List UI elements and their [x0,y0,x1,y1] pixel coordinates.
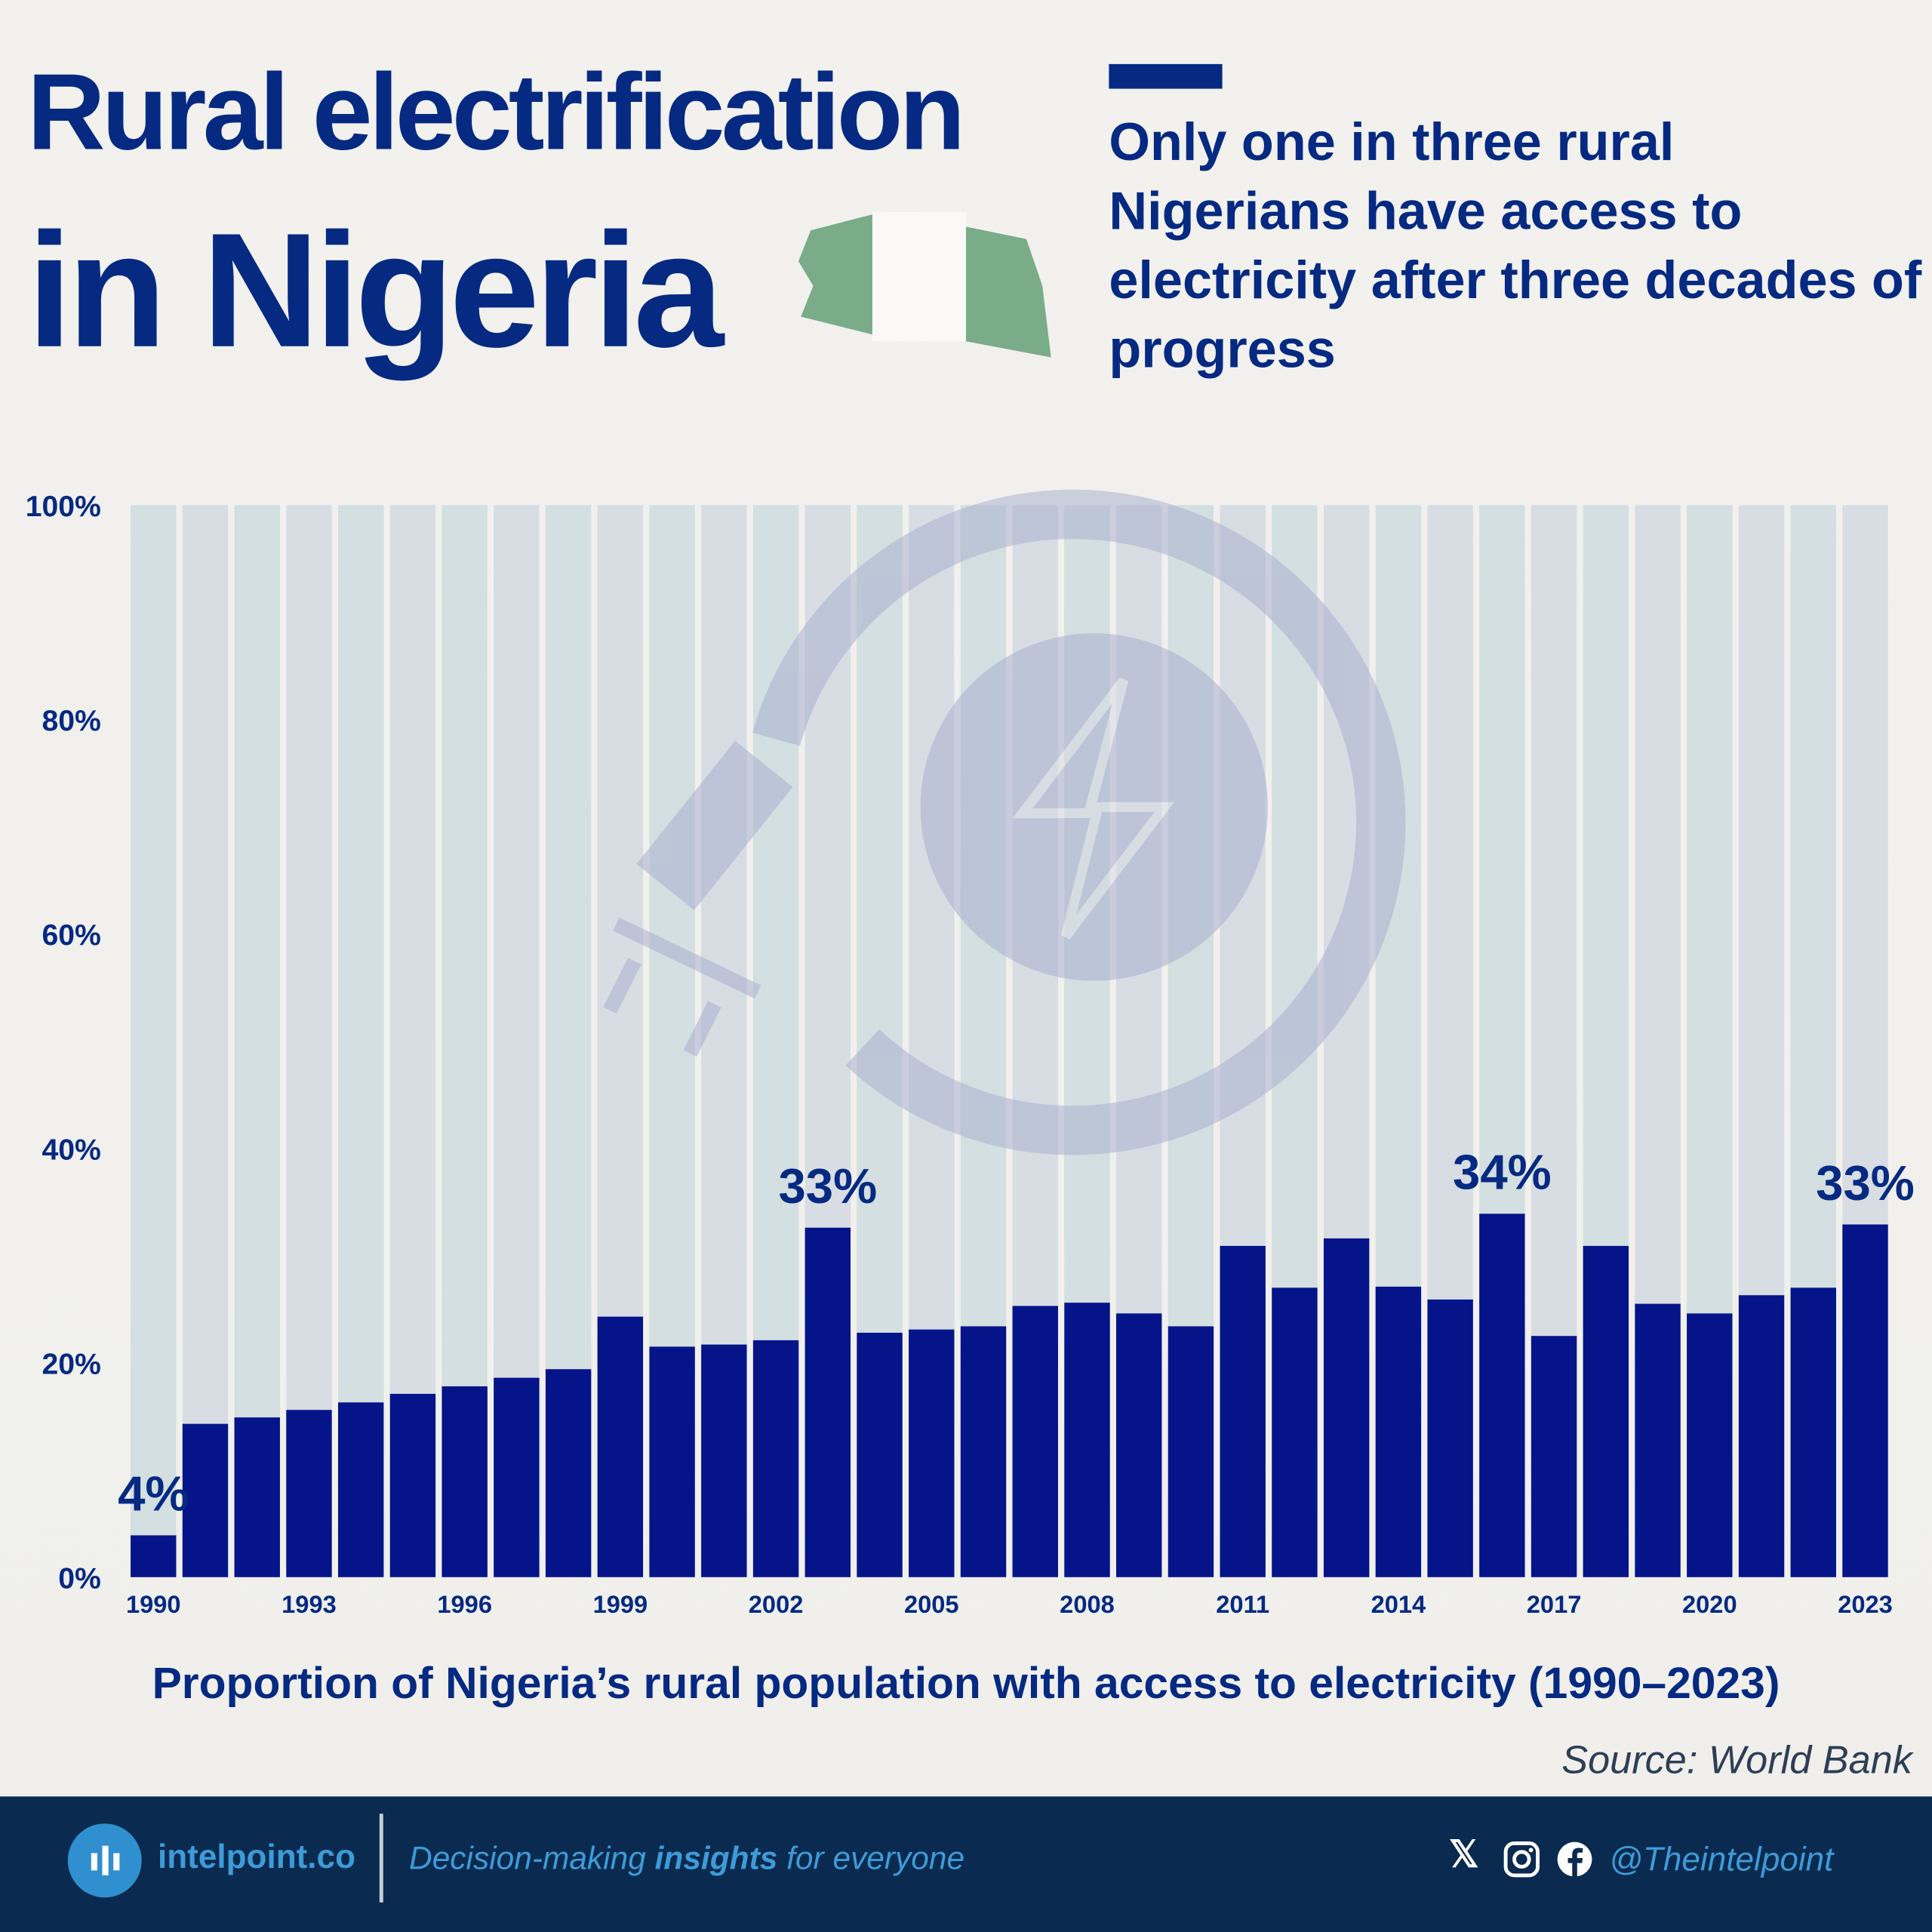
data-label-2003: 33% [778,1158,877,1214]
x-tick-label: 1990 [126,1590,181,1618]
source-note: Source: World Bank [1561,1737,1912,1782]
x-tick-label: 1993 [281,1590,337,1618]
instagram-icon[interactable] [1503,1841,1540,1878]
intelpoint-logo-icon [67,1823,142,1898]
bar-2004 [857,1332,903,1577]
bar-2011 [1220,1245,1266,1577]
x-tick-label: 2011 [1216,1590,1269,1618]
bar-track [182,505,229,1577]
x-tick-label: 2023 [1838,1590,1893,1618]
y-tick-label: 100% [26,491,101,523]
bar-1991 [182,1423,229,1577]
bar-2022 [1790,1287,1836,1577]
x-tick-label: 1996 [437,1590,492,1618]
bar-1994 [337,1402,384,1577]
bar-2023 [1842,1224,1888,1577]
bar-2019 [1635,1303,1681,1577]
subtitle: Only one in three rural Nigerians have a… [1109,113,1922,380]
x-tick-label: 2017 [1527,1590,1582,1618]
bar-2001 [701,1344,747,1577]
y-tick-label: 0% [58,1562,101,1595]
facebook-icon[interactable] [1556,1841,1593,1878]
plug-watermark-icon [603,489,1406,1155]
y-tick-label: 60% [42,919,100,952]
y-tick-label: 20% [42,1348,100,1380]
bar-2014 [1375,1286,1422,1577]
bar-1999 [597,1316,644,1577]
tagline-bold: insights [654,1839,778,1877]
x-tick-label: 1999 [593,1590,648,1618]
nigeria-flag-icon [798,211,1051,358]
x-tick-label: 2008 [1060,1590,1115,1618]
x-tick-label: 2014 [1371,1590,1426,1618]
bar-track [337,505,384,1577]
y-tick-label: 80% [42,705,100,737]
bar-track [234,505,280,1577]
tagline: Decision-making insights for everyone [409,1840,964,1878]
bar-2000 [649,1346,695,1577]
bar-2017 [1531,1336,1577,1577]
chart-title: Proportion of Nigeria’s rural population… [152,1657,1780,1708]
social-handle[interactable]: @Theintelpoint [1609,1841,1834,1878]
x-tick-label: 2005 [904,1590,959,1618]
bar-1990 [131,1535,177,1577]
bar-2015 [1427,1299,1473,1577]
x-tick-label: 2020 [1682,1590,1737,1618]
x-tick-label: 2002 [749,1590,804,1618]
x-icon[interactable]: 𝕏 [1448,1835,1479,1875]
bar-2003 [804,1227,851,1577]
bar-2005 [909,1329,955,1577]
title-line-2: in Nigeria [26,199,724,381]
data-label-2016: 34% [1453,1145,1552,1200]
bar-track [286,505,332,1577]
bar-1997 [494,1377,540,1577]
bar-2010 [1168,1326,1214,1577]
data-label-1990: 4% [118,1466,189,1521]
bar-1995 [389,1393,436,1577]
bar-2013 [1323,1238,1370,1577]
tagline-pre: Decision-making [409,1839,655,1877]
data-label-2023: 33% [1816,1155,1915,1211]
bar-2018 [1583,1245,1629,1577]
footer: intelpoint.co Decision-making insights f… [0,1796,1932,1932]
bar-1996 [441,1386,488,1577]
bar-1993 [286,1410,332,1577]
bar-2007 [1012,1306,1058,1577]
bar-2016 [1479,1214,1525,1577]
bar-2006 [960,1326,1007,1577]
bar-2020 [1687,1313,1733,1577]
bar-2012 [1272,1287,1318,1577]
title-line-1: Rural electrification [26,50,965,173]
bar-track [131,505,177,1577]
bar-chart: 0% 20% 40% 60% 80% 100% 1990 1993 1996 1999 2002 20… [26,489,1915,1618]
brand-link[interactable]: intelpoint.co [157,1838,355,1875]
tagline-post: for everyone [777,1839,965,1877]
bar-2021 [1738,1295,1785,1577]
bar-1992 [234,1417,280,1577]
accent-bar [1109,63,1223,89]
bar-2009 [1116,1313,1162,1577]
bar-2002 [752,1340,799,1577]
divider [379,1814,383,1903]
y-tick-label: 40% [42,1134,100,1166]
bar-1998 [545,1369,592,1577]
bar-2008 [1064,1303,1110,1577]
